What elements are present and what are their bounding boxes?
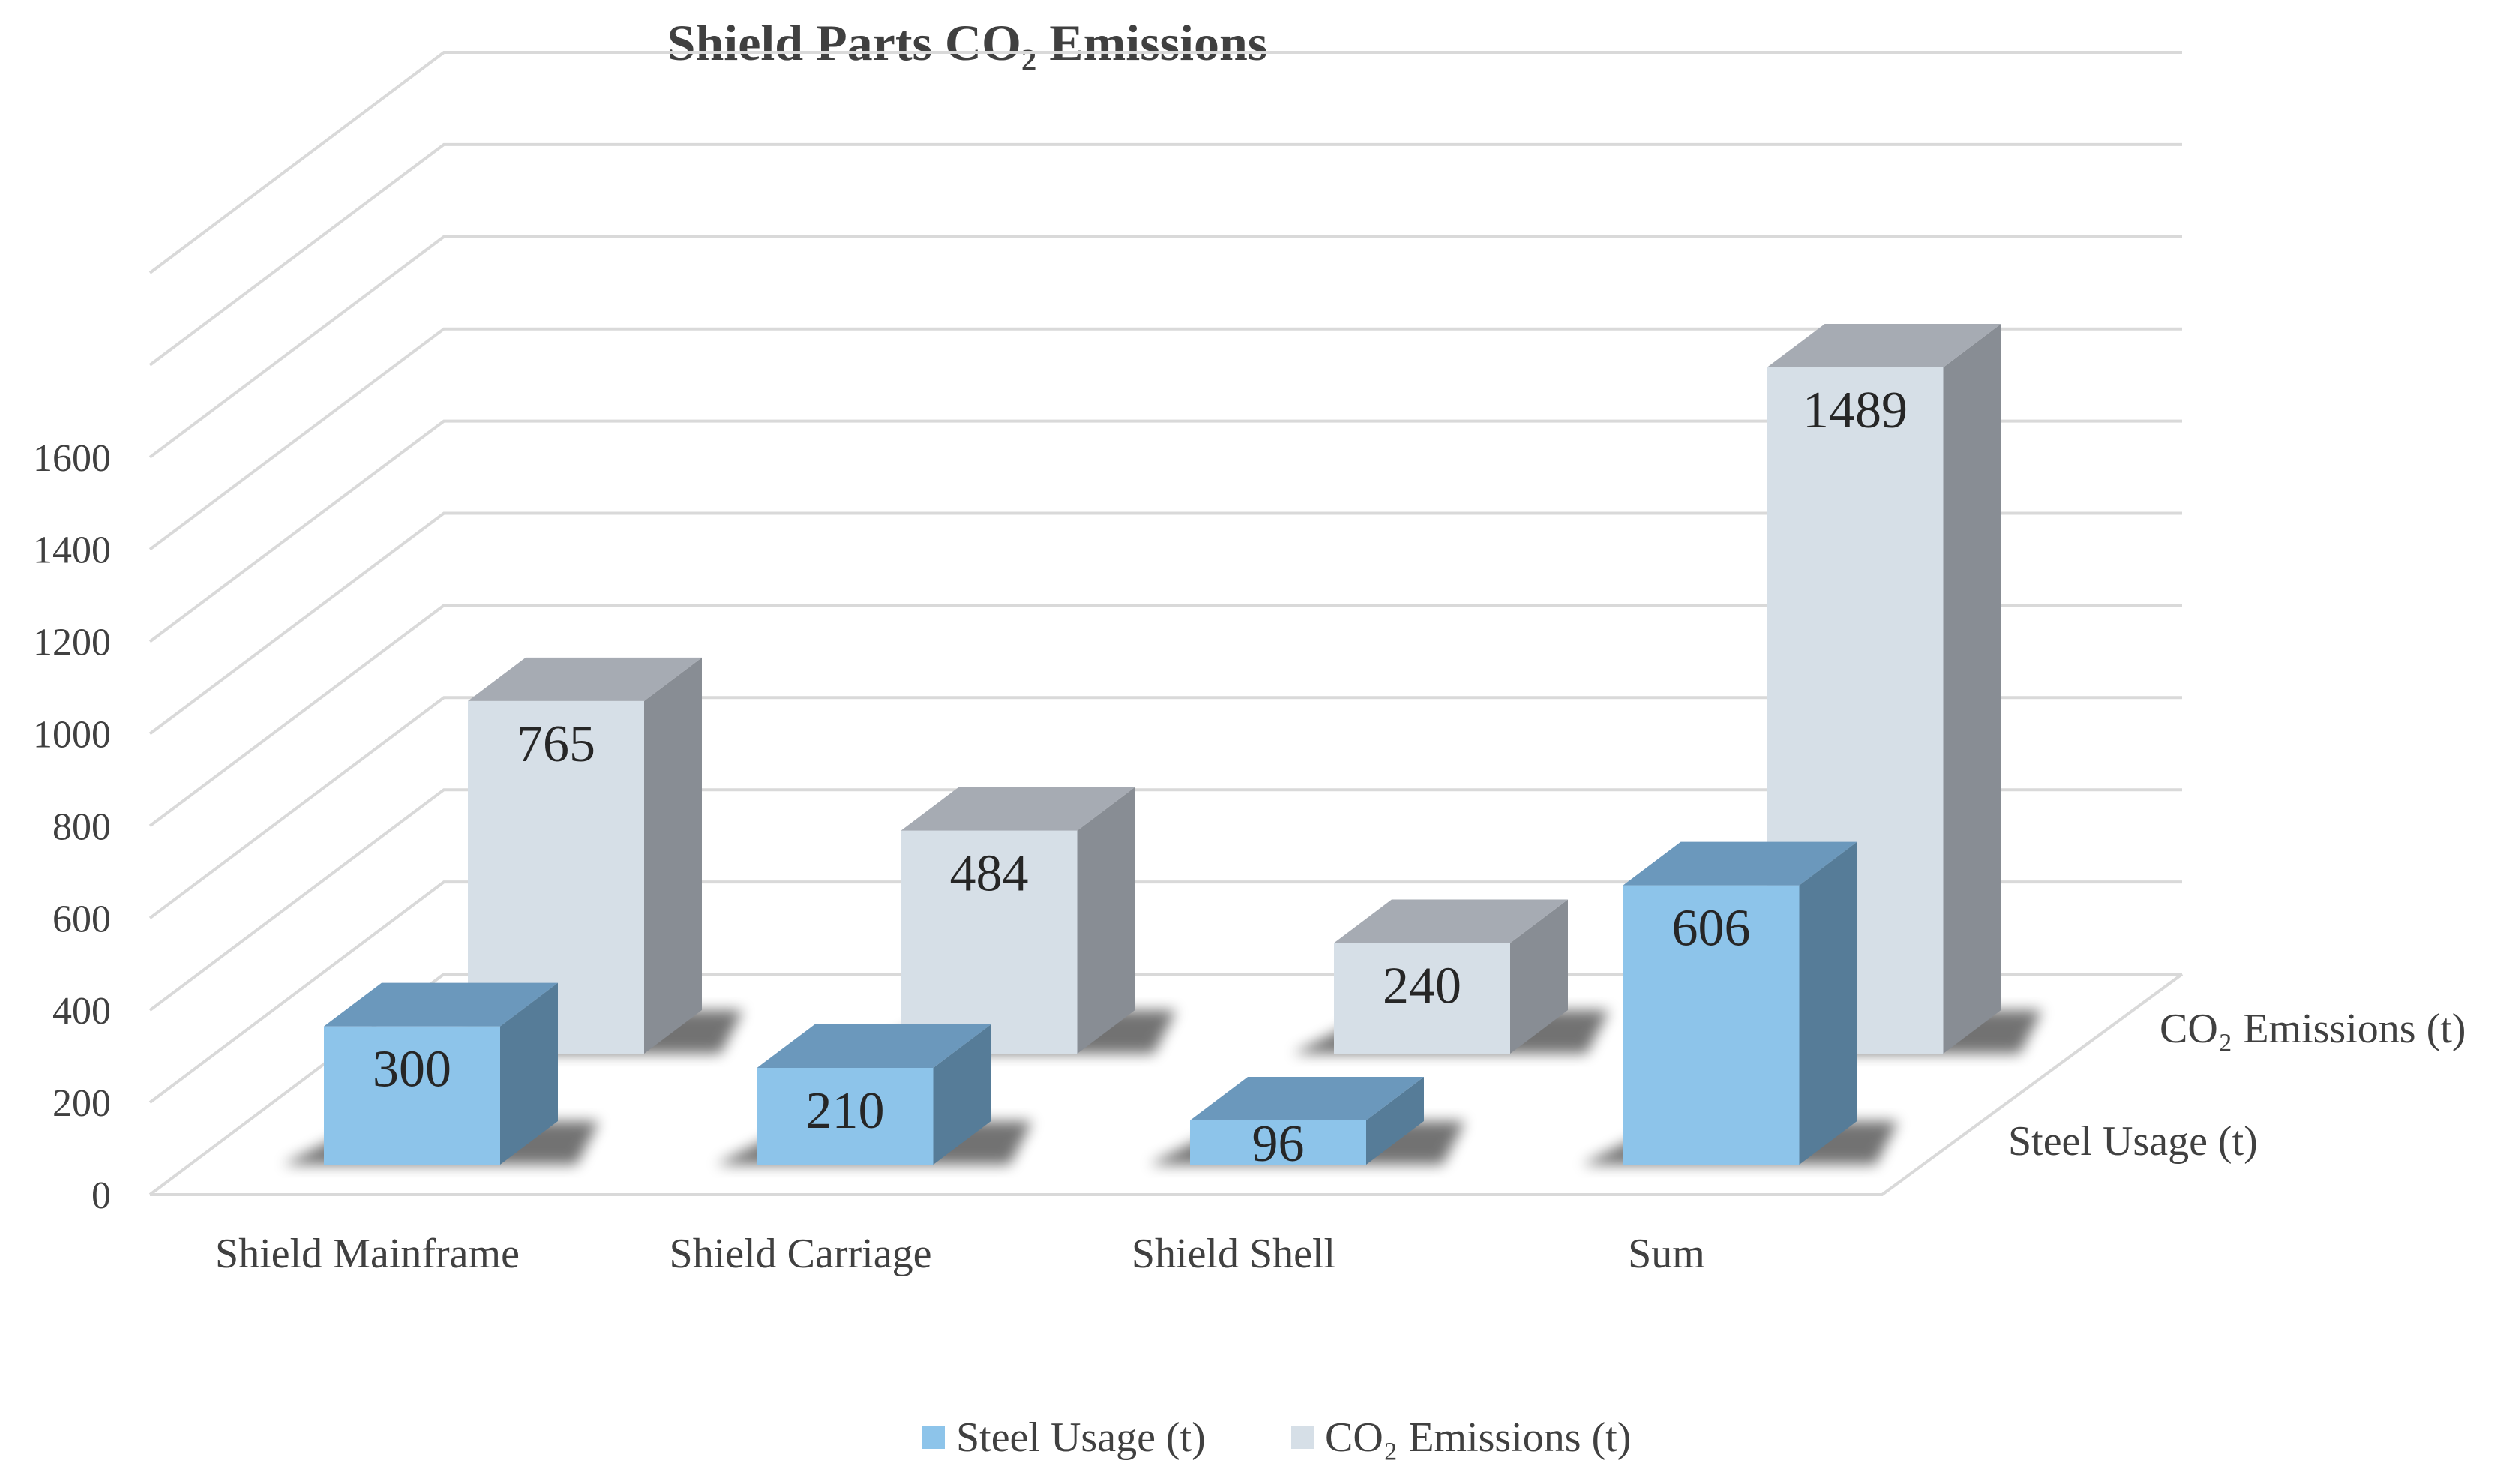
gridline: [148, 604, 2182, 827]
depth-label-co2: CO₂ Emissions (t): [2160, 1006, 2466, 1052]
category-label: Shield Mainframe: [215, 1231, 520, 1277]
bar-front: [1334, 943, 1510, 1054]
gridline: [148, 788, 2182, 1012]
gridline: [148, 142, 2182, 367]
data-label: 300: [373, 1041, 451, 1099]
category-label: Sum: [1628, 1231, 1705, 1277]
bar-steel-usage: 606: [1581, 841, 1899, 1165]
y-tick-label: 200: [52, 1082, 111, 1125]
bar-front: [324, 1026, 500, 1165]
bar-side: [933, 1024, 991, 1165]
bar-top: [468, 657, 702, 701]
data-label: 484: [950, 845, 1029, 903]
bar-front: [901, 830, 1078, 1054]
gridline: [148, 511, 2182, 736]
gridline: [148, 235, 2182, 459]
legend-swatch-steel: [922, 1426, 945, 1449]
bar-side: [1366, 1077, 1424, 1165]
category-label: Shield Shell: [1132, 1231, 1335, 1277]
bar-side: [644, 657, 702, 1054]
bar-top: [324, 982, 558, 1027]
y-tick-label: 1400: [33, 529, 111, 572]
bar-side: [1077, 787, 1135, 1054]
bar-top: [757, 1024, 991, 1068]
bar-top: [1767, 324, 2001, 368]
bar-top: [1334, 899, 1568, 943]
gridline: [148, 880, 2182, 1104]
gridline: [148, 419, 2182, 643]
bar-top: [901, 787, 1135, 831]
gridline: [148, 51, 2182, 274]
bar-top: [1623, 841, 1857, 886]
data-label: 765: [517, 715, 595, 773]
bar-front: [757, 1067, 934, 1165]
y-axis-ticks: 0 200 400 600 800 1000 1200 1400 1600: [33, 437, 111, 1217]
depth-label-steel: Steel Usage (t): [2008, 1118, 2258, 1165]
bar-steel-usage: 210: [715, 1024, 1033, 1165]
gridlines: [148, 51, 2184, 1196]
y-tick-label: 1000: [33, 714, 111, 757]
category-label: Shield Carriage: [670, 1231, 932, 1277]
bar-side: [1799, 841, 1857, 1165]
legend-label-steel: Steel Usage (t): [956, 1414, 1206, 1461]
x-axis-categories: Shield Mainframe Shield Carriage Shield Sh…: [215, 1231, 1705, 1277]
y-tick-label: 600: [52, 898, 111, 940]
bar-front: [1623, 885, 1800, 1165]
floor-edge: [150, 973, 2184, 1196]
gridline: [148, 696, 2182, 919]
depth-axis-labels: Steel Usage (t) CO₂ Emissions (t): [2008, 1006, 2466, 1165]
bar-co2-emissions: 484: [859, 787, 1177, 1054]
bar-front: [1190, 1120, 1366, 1165]
data-label: 210: [806, 1082, 885, 1140]
y-tick-label: 800: [52, 805, 111, 848]
bar-side: [500, 982, 558, 1165]
bar-co2-emissions: 240: [1293, 899, 1609, 1054]
bar-steel-usage: 96: [1149, 1077, 1465, 1173]
data-label: 240: [1383, 958, 1461, 1015]
y-tick-label: 1200: [33, 622, 111, 664]
bar-top: [1190, 1077, 1424, 1121]
legend-label-co2: CO₂ Emissions (t): [1325, 1414, 1631, 1461]
y-tick-label: 1600: [33, 437, 111, 480]
data-label: 96: [1252, 1115, 1305, 1173]
legend-swatch-co2: [1291, 1426, 1314, 1449]
chart-title: Shield Parts CO₂ Emissions: [667, 14, 1268, 71]
data-label: 606: [1672, 900, 1751, 958]
y-tick-label: 400: [52, 990, 111, 1033]
y-tick-label: 0: [91, 1174, 111, 1217]
bar-steel-usage: 300: [283, 982, 599, 1165]
series-front-bars: 300 210 96 606: [283, 841, 1899, 1173]
gridline: [148, 973, 2182, 1196]
gridline: [148, 327, 2182, 551]
bar-side: [1943, 324, 2001, 1054]
data-label: 1489: [1803, 382, 1908, 439]
bar-side: [1510, 899, 1568, 1054]
legend: Steel Usage (t) CO₂ Emissions (t): [922, 1414, 1631, 1461]
